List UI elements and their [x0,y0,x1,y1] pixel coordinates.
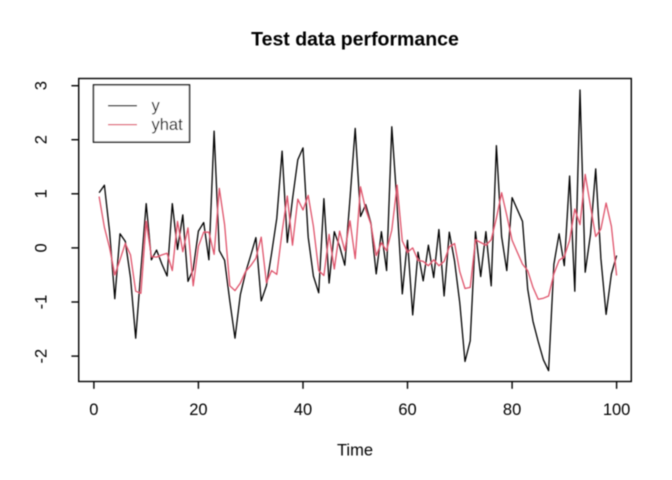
svg-text:y: y [152,97,161,115]
svg-text:-1: -1 [33,295,51,310]
svg-text:3: 3 [33,81,51,90]
svg-text:2: 2 [33,135,51,144]
svg-text:20: 20 [189,401,207,419]
svg-text:1: 1 [33,189,51,198]
svg-text:Test data performance: Test data performance [251,29,459,51]
svg-text:yhat: yhat [152,116,184,134]
svg-text:0: 0 [33,243,51,252]
svg-text:80: 80 [503,401,521,419]
svg-text:60: 60 [398,401,416,419]
svg-text:0: 0 [89,401,98,419]
svg-text:-2: -2 [33,349,51,364]
svg-text:Time: Time [337,442,373,460]
svg-text:40: 40 [294,401,312,419]
svg-text:100: 100 [603,401,631,419]
